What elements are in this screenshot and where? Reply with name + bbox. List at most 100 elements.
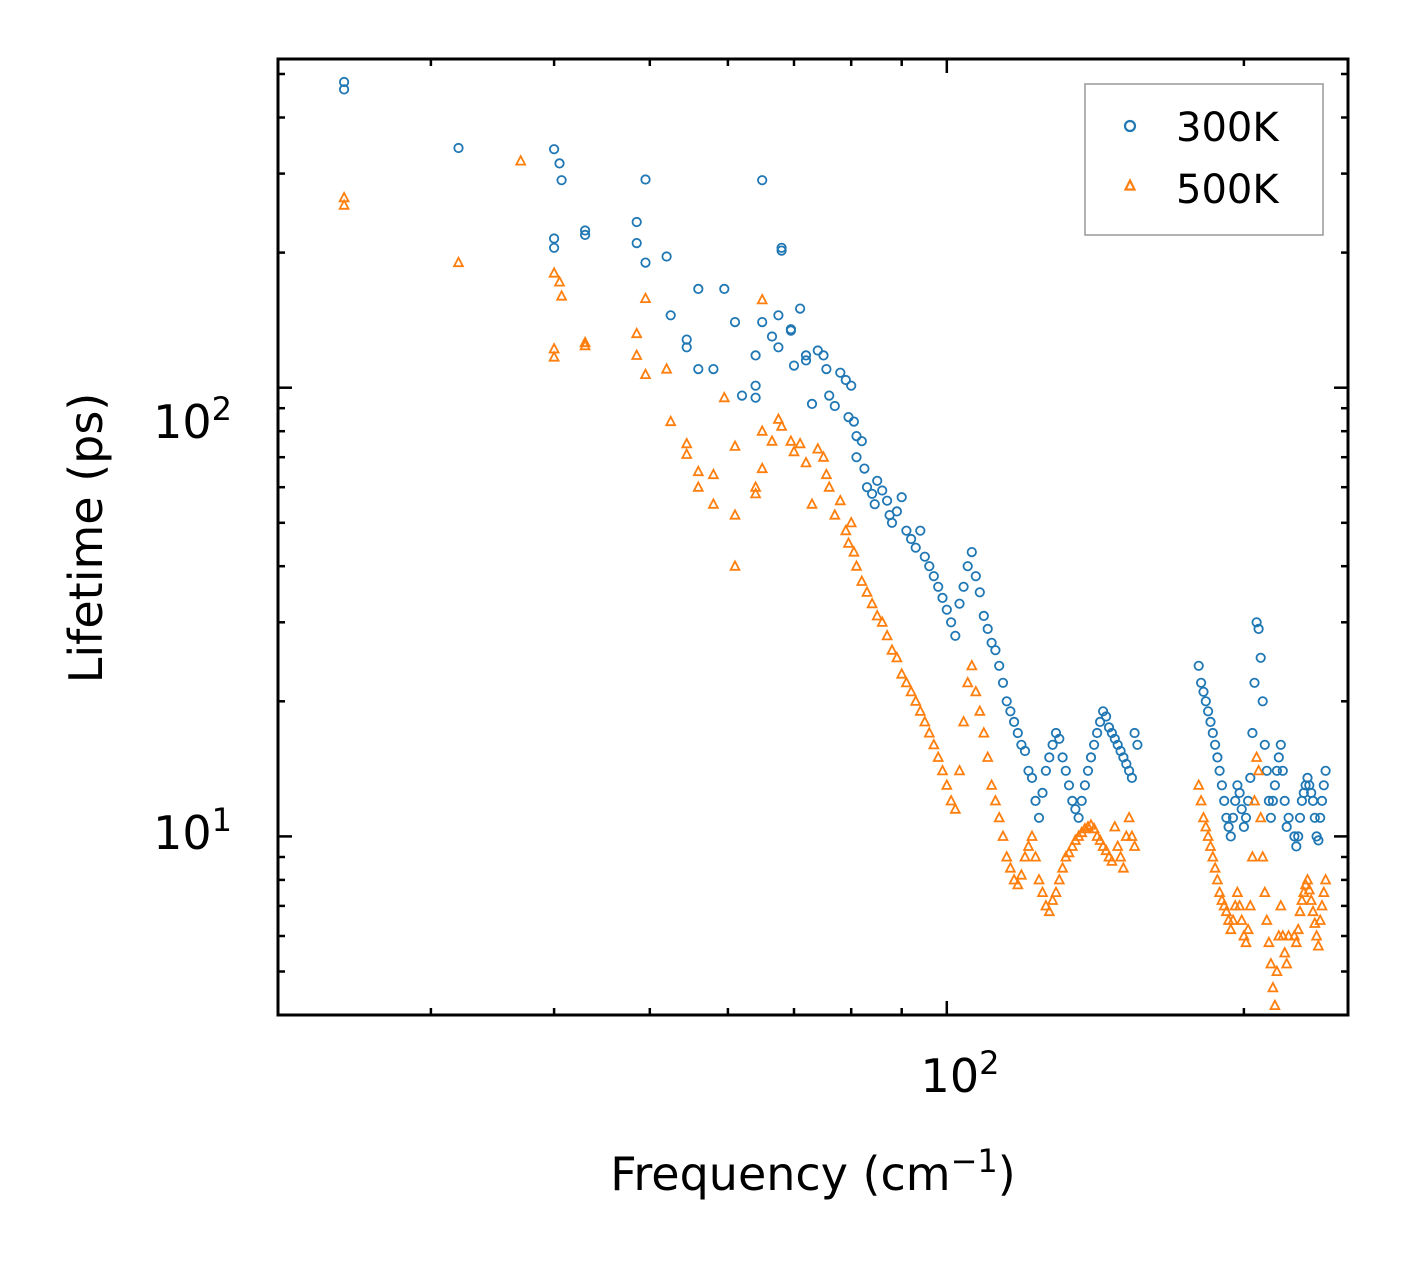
point-500K-42 — [820, 467, 833, 480]
point-300K-20 — [693, 363, 704, 375]
point-300K-66 — [901, 525, 912, 536]
point-300K-157 — [1249, 677, 1260, 688]
point-500K-153 — [1254, 811, 1267, 823]
point-500K-102 — [1063, 845, 1075, 858]
point-300K-43 — [818, 350, 829, 361]
point-300K-24 — [736, 390, 748, 401]
point-500K-89 — [1019, 850, 1031, 862]
point-500K-103 — [1066, 839, 1079, 851]
point-300K-28 — [750, 350, 761, 361]
point-500K-184 — [1317, 885, 1330, 897]
point-500K-67 — [932, 750, 945, 762]
point-500K-12 — [630, 348, 643, 360]
point-300K-121 — [1103, 722, 1115, 733]
point-300K-153 — [1240, 812, 1252, 823]
point-300K-77 — [950, 630, 961, 641]
point-500K-1 — [338, 198, 350, 210]
point-500K-98 — [1050, 885, 1062, 897]
point-300K-171 — [1277, 765, 1288, 776]
point-500K-56 — [881, 629, 893, 641]
point-500K-145 — [1238, 929, 1250, 941]
point-500K-41 — [817, 450, 830, 462]
point-300K-132 — [1193, 660, 1204, 671]
point-500K-15 — [660, 362, 673, 374]
point-300K-188 — [1313, 835, 1324, 846]
point-300K-167 — [1269, 780, 1281, 791]
point-300K-145 — [1223, 821, 1234, 833]
point-300K-161 — [1257, 696, 1268, 707]
point-500K-38 — [800, 456, 812, 468]
point-500K-20 — [692, 464, 705, 477]
point-500K-85 — [1004, 861, 1017, 873]
point-500K-117 — [1108, 820, 1121, 832]
point-500K-93 — [1033, 873, 1045, 885]
point-500K-140 — [1227, 913, 1239, 925]
legend: 300K 500K — [1084, 83, 1324, 236]
point-500K-160 — [1269, 998, 1281, 1010]
point-500K-183 — [1316, 899, 1328, 911]
point-500K-71 — [949, 802, 962, 814]
point-300K-30 — [766, 331, 778, 342]
point-500K-10 — [579, 338, 591, 351]
point-300K-176 — [1291, 841, 1302, 852]
point-500K-169 — [1290, 935, 1303, 948]
point-300K-58 — [869, 499, 880, 510]
point-300K-72 — [928, 571, 939, 582]
point-500K-180 — [1310, 929, 1323, 941]
point-300K-164 — [1263, 795, 1275, 807]
point-300K-53 — [851, 452, 862, 463]
plot-frame — [276, 57, 1350, 1017]
point-300K-81 — [966, 546, 977, 558]
point-300K-162 — [1259, 739, 1270, 750]
point-300K-190 — [1316, 795, 1328, 807]
point-300K-123 — [1109, 733, 1120, 744]
y-axis-label: Lifetime (ps) — [59, 393, 113, 684]
point-500K-31 — [756, 461, 769, 474]
point-500K-46 — [839, 523, 852, 536]
point-300K-84 — [978, 610, 989, 622]
point-300K-93 — [1012, 727, 1023, 739]
point-500K-95 — [1040, 899, 1052, 911]
point-500K-47 — [842, 536, 855, 548]
point-500K-139 — [1224, 922, 1237, 935]
point-300K-113 — [1079, 780, 1091, 791]
point-300K-54 — [856, 436, 867, 447]
point-500K-81 — [989, 794, 1002, 806]
point-300K-27 — [757, 175, 768, 186]
point-300K-102 — [1044, 752, 1055, 763]
point-300K-63 — [886, 517, 898, 528]
point-500K-83 — [997, 829, 1009, 841]
point-300K-82 — [970, 571, 981, 582]
point-500K-167 — [1282, 929, 1295, 941]
point-500K-158 — [1265, 957, 1277, 969]
point-300K-31 — [773, 310, 784, 321]
point-300K-177 — [1293, 831, 1304, 842]
point-500K-6 — [555, 289, 568, 301]
point-500K-157 — [1263, 935, 1275, 948]
point-300K-105 — [1054, 733, 1065, 744]
point-300K-163 — [1261, 765, 1272, 776]
point-300K-5 — [554, 158, 565, 169]
point-300K-19 — [693, 283, 704, 294]
point-500K-100 — [1056, 861, 1069, 873]
point-300K-6 — [556, 175, 567, 186]
legend-label-500k: 500K — [1176, 167, 1280, 213]
point-300K-155 — [1245, 772, 1256, 784]
point-300K-1 — [338, 84, 350, 95]
point-500K-121 — [1120, 829, 1133, 841]
point-500K-29 — [756, 293, 769, 305]
point-500K-76 — [969, 685, 982, 697]
point-300K-179 — [1296, 795, 1308, 807]
point-300K-9 — [579, 225, 591, 236]
point-500K-110 — [1088, 822, 1100, 834]
point-500K-118 — [1111, 839, 1124, 851]
point-500K-11 — [630, 326, 643, 339]
point-300K-106 — [1057, 752, 1068, 763]
point-500K-137 — [1220, 904, 1233, 917]
point-500K-44 — [828, 508, 841, 520]
point-500K-35 — [785, 434, 797, 446]
point-500K-37 — [794, 436, 806, 449]
point-300K-18 — [681, 342, 692, 353]
point-500K-49 — [848, 545, 860, 557]
point-300K-136 — [1203, 706, 1214, 717]
